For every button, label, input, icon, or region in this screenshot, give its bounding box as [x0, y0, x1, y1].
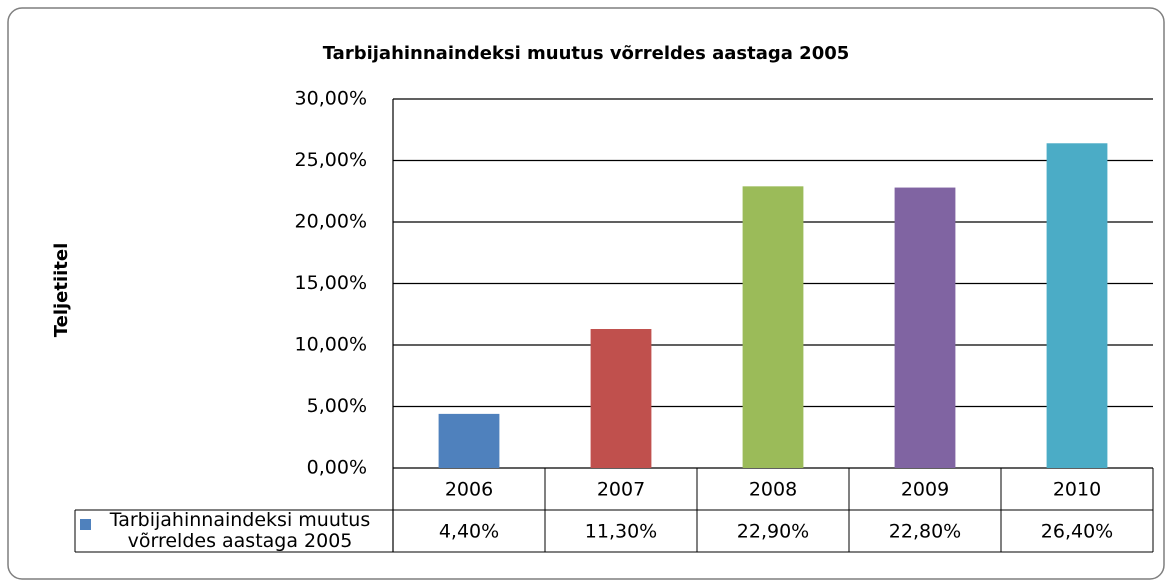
y-axis-label: Teljetiitel: [51, 243, 72, 338]
y-tick-label: 10,00%: [295, 334, 367, 356]
chart-title: Tarbijahinnaindeksi muutus võrreldes aas…: [323, 43, 850, 64]
bar: [438, 413, 500, 468]
x-tick-label: 2008: [749, 479, 797, 501]
bar: [894, 187, 956, 468]
x-tick-label: 2010: [1053, 479, 1101, 501]
data-label: 26,40%: [1041, 521, 1113, 543]
bar: [1046, 143, 1108, 468]
y-tick-label: 0,00%: [307, 457, 367, 479]
legend-key: [80, 519, 91, 530]
legend: Tarbijahinnaindeksi muutus võrreldes aas…: [109, 510, 371, 552]
x-tick-label: 2006: [445, 479, 493, 501]
bar: [742, 186, 804, 468]
data-label: 11,30%: [585, 521, 657, 543]
y-tick-label: 5,00%: [307, 395, 367, 417]
y-tick-label: 15,00%: [295, 272, 367, 294]
y-tick-label: 20,00%: [295, 211, 367, 233]
chart-frame: [7, 7, 1165, 580]
legend-label: Tarbijahinnaindeksi muutus võrreldes aas…: [109, 510, 371, 552]
x-tick-label: 2007: [597, 479, 645, 501]
bar: [590, 329, 652, 468]
data-label: 4,40%: [439, 521, 499, 543]
x-tick-label: 2009: [901, 479, 949, 501]
y-tick-label: 30,00%: [295, 88, 367, 110]
y-tick-label: 25,00%: [295, 149, 367, 171]
data-label: 22,80%: [889, 521, 961, 543]
data-label: 22,90%: [737, 521, 809, 543]
